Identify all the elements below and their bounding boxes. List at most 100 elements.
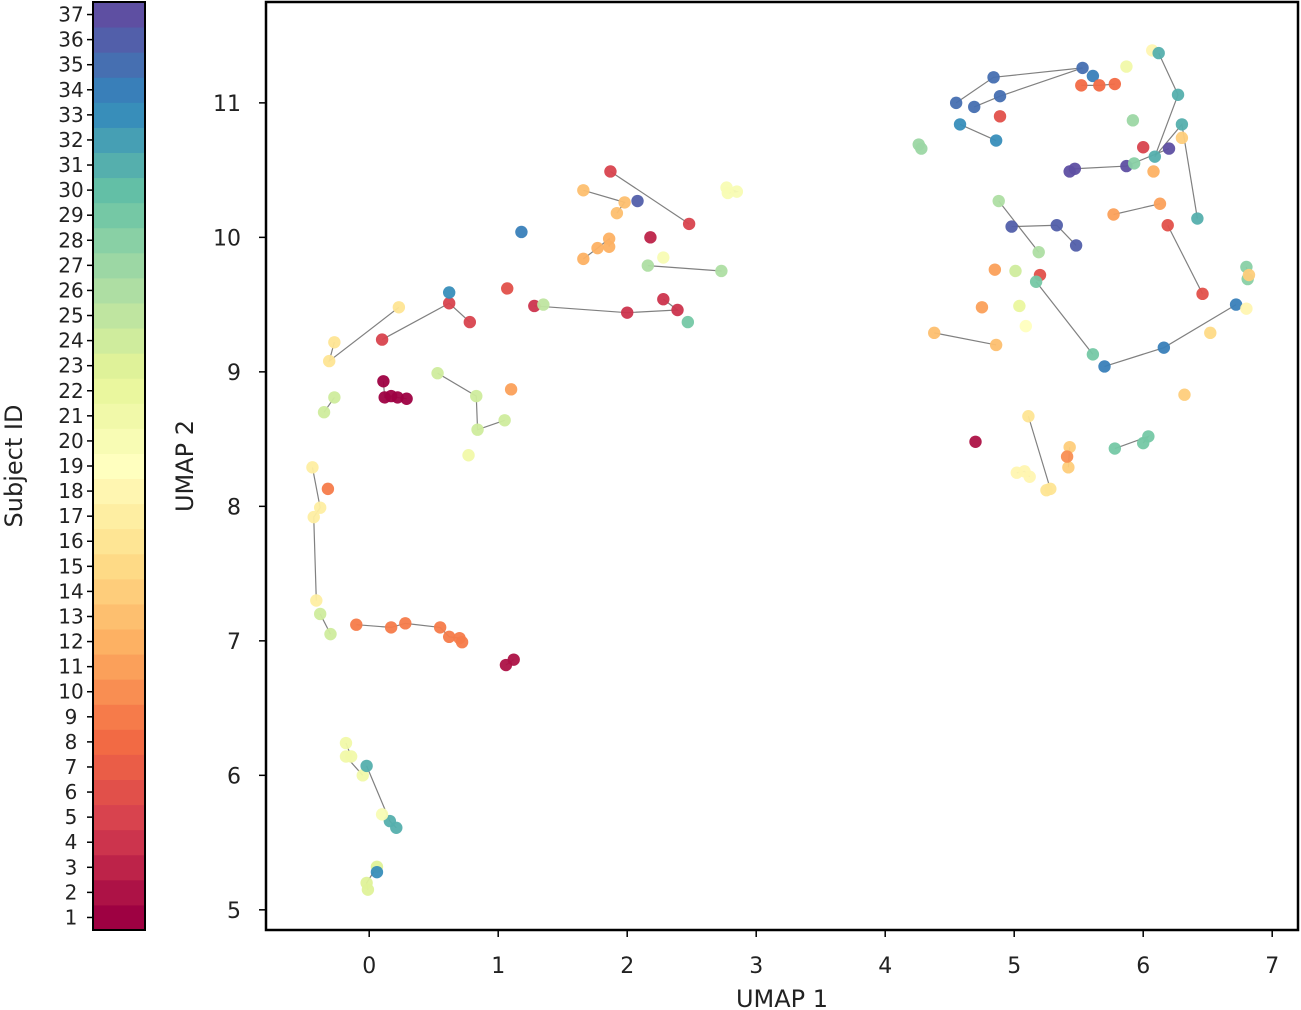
scatter-point	[1005, 220, 1018, 233]
colorbar-band	[93, 679, 145, 705]
scatter-point	[602, 240, 616, 253]
scatter-point	[1013, 299, 1026, 313]
x-tick-label: 3	[749, 954, 763, 979]
scatter-point	[993, 110, 1007, 123]
colorbar-ticks: 1234567891011121314151617181920212223242…	[58, 3, 93, 929]
scatter-point	[313, 607, 327, 621]
scatter-point	[470, 389, 483, 403]
scatter-point	[328, 391, 341, 404]
colorbar-tick-label: 15	[58, 554, 83, 578]
scatter-point	[953, 118, 967, 131]
colorbar-band	[93, 904, 145, 931]
scatter-point	[1240, 302, 1253, 315]
scatter-point	[1178, 388, 1191, 401]
colorbar-band	[93, 854, 145, 881]
scatter-point	[975, 301, 989, 314]
scatter-point	[400, 392, 413, 405]
colorbar-tick-label: 18	[58, 479, 83, 503]
colorbar-tick-label: 37	[58, 3, 83, 27]
subject-connection	[959, 123, 997, 142]
colorbar-band	[93, 102, 145, 128]
scatter-point	[715, 264, 728, 278]
x-axis-label: UMAP 1	[736, 985, 828, 1010]
y-axis-ticks: 5 6 7 8 9 10 11	[213, 92, 266, 924]
colorbar-tick-label: 2	[65, 880, 78, 904]
scatter-point	[1242, 268, 1256, 282]
colorbar-tick-label: 34	[58, 78, 83, 102]
colorbar-band	[93, 453, 145, 480]
colorbar-tick-label: 21	[58, 404, 83, 428]
scatter-point	[993, 89, 1007, 103]
colorbar-band	[93, 2, 145, 28]
colorbar-band	[93, 353, 145, 379]
colorbar-tick-label: 1	[65, 905, 78, 929]
scatter-point	[681, 315, 695, 329]
scatter-point	[442, 630, 456, 644]
colorbar-tick-label: 20	[58, 429, 83, 453]
scatter-point	[969, 435, 982, 448]
y-tick-label: 9	[227, 361, 241, 386]
scatter-point	[375, 333, 389, 346]
scatter-point	[1137, 141, 1150, 154]
colorbar-band	[93, 27, 145, 53]
colorbar-band	[93, 629, 145, 655]
scatter-point	[1068, 162, 1082, 175]
colorbar-tick-label: 12	[58, 630, 83, 654]
scatter-point	[350, 618, 363, 631]
colorbar-band	[93, 378, 145, 404]
scatter-point	[644, 231, 657, 244]
x-tick-label: 1	[491, 954, 505, 979]
scatter-point	[915, 142, 928, 155]
scatter-point	[392, 301, 406, 314]
scatter-point	[1032, 245, 1045, 259]
colorbar-tick-label: 13	[58, 604, 83, 628]
scatter-point	[968, 100, 981, 114]
scatter-point	[356, 769, 369, 782]
scatter-point	[361, 883, 375, 896]
colorbar-tick-label: 24	[58, 329, 83, 353]
scatter-point	[1126, 114, 1140, 127]
scatter-point	[515, 225, 528, 239]
scatter-point	[641, 259, 655, 272]
scatter-point	[1108, 77, 1122, 91]
scatter-point	[621, 306, 634, 319]
colorbar-tick-label: 23	[58, 354, 83, 378]
scatter-point	[989, 134, 1003, 147]
scatter-point	[992, 194, 1005, 208]
y-tick-label: 11	[213, 92, 241, 117]
colorbar-band	[93, 804, 145, 831]
scatter-point	[1086, 69, 1100, 83]
scatter-point	[339, 736, 353, 750]
colorbar-band	[93, 779, 145, 806]
scatter-point	[1191, 212, 1204, 225]
scatter-point	[1229, 298, 1243, 311]
colorbar-band	[93, 52, 145, 78]
x-tick-label: 2	[620, 954, 634, 979]
scatter-point	[442, 297, 456, 310]
scatter-point	[1098, 360, 1111, 373]
scatter-point	[1022, 410, 1035, 423]
scatter-point	[384, 621, 398, 634]
colorbar-band	[93, 704, 145, 730]
scatter-point	[657, 293, 670, 306]
scatter-point	[1152, 46, 1165, 60]
colorbar-tick-label: 29	[58, 203, 83, 227]
colorbar-band	[93, 729, 145, 755]
x-tick-label: 7	[1265, 954, 1279, 979]
colorbar-tick-label: 8	[65, 730, 78, 754]
colorbar-tick-label: 35	[58, 53, 83, 77]
colorbar-tick-label: 3	[65, 855, 78, 879]
subject-connection	[1035, 281, 1094, 355]
scatter-point	[618, 196, 631, 209]
scatter-point	[577, 252, 590, 266]
scatter-point	[987, 71, 1000, 84]
scatter-point	[370, 865, 384, 879]
colorbar-band	[93, 578, 145, 605]
colorbar-tick-label: 14	[58, 579, 83, 603]
scatter-point	[431, 367, 444, 380]
scatter-point	[1147, 165, 1160, 178]
scatter-point	[721, 186, 735, 200]
scatter-point	[310, 594, 323, 607]
colorbar-band	[93, 127, 145, 153]
subject-connection	[534, 298, 680, 314]
